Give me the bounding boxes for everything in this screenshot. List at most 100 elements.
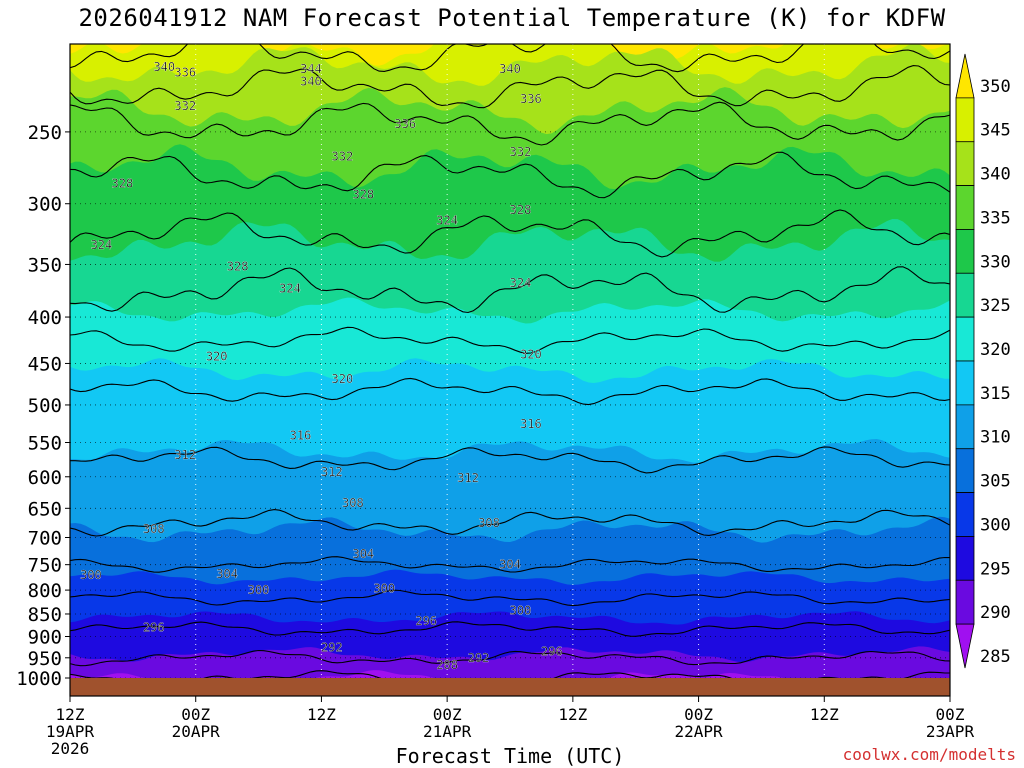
colorbar-segment xyxy=(955,53,975,99)
contour-label: 320 xyxy=(520,348,542,362)
contour-label: 332 xyxy=(332,149,354,163)
contour-label: 292 xyxy=(468,651,490,665)
y-tick-label: 1000 xyxy=(16,668,62,690)
y-tick-label: 400 xyxy=(28,307,62,329)
contour-line-300 xyxy=(70,589,950,607)
colorbar-label: 325 xyxy=(980,296,1011,316)
x-tick-label: 23APR xyxy=(926,722,975,741)
contour-label: 312 xyxy=(457,471,479,485)
chart-title: 2026041912 NAM Forecast Potential Temper… xyxy=(78,4,946,32)
colorbar-label: 345 xyxy=(980,121,1011,141)
theta-band-285 xyxy=(70,670,937,678)
colorbar-label: 290 xyxy=(980,603,1011,623)
contour-label: 328 xyxy=(227,260,249,274)
contour-line-324 xyxy=(70,266,950,314)
colorbar-label: 315 xyxy=(980,384,1011,404)
colorbar-segment xyxy=(955,272,975,318)
y-tick-label: 900 xyxy=(28,626,62,648)
colorbar-label: 320 xyxy=(980,340,1011,360)
y-tick-label: 600 xyxy=(28,467,62,489)
contour-line-304 xyxy=(70,556,950,573)
y-tick-label: 250 xyxy=(28,122,62,144)
contour-line-308 xyxy=(70,509,950,537)
contour-label: 312 xyxy=(174,448,196,462)
x-tick-label: 00Z xyxy=(684,705,713,724)
x-tick-label: 19APR xyxy=(46,722,95,741)
pressure-axis: 2503003504004505005506006507007508008509… xyxy=(16,122,70,690)
contour-label: 308 xyxy=(478,516,500,530)
contour-label: 296 xyxy=(541,645,563,659)
colorbar-segment xyxy=(955,579,975,625)
x-tick-label: 00Z xyxy=(433,705,462,724)
x-tick-label: 12Z xyxy=(558,705,587,724)
contour-label: 340 xyxy=(300,75,322,89)
contour-line-320 xyxy=(70,326,950,354)
contour-line-296 xyxy=(70,621,950,637)
colorbar-label: 305 xyxy=(980,472,1011,492)
y-tick-label: 650 xyxy=(28,498,62,520)
colorbar-segment xyxy=(955,97,975,143)
y-tick-label: 300 xyxy=(28,194,62,216)
y-tick-label: 500 xyxy=(28,395,62,417)
y-tick-label: 950 xyxy=(28,648,62,670)
contour-label: 324 xyxy=(91,238,113,252)
y-tick-label: 350 xyxy=(28,254,62,276)
colorbar-segment xyxy=(955,185,975,230)
x-tick-label: 12Z xyxy=(56,705,85,724)
plot-frame xyxy=(69,43,951,697)
colorbar-segment xyxy=(955,536,975,581)
contour-line-292 xyxy=(70,649,950,667)
x-tick-label: 2026 xyxy=(51,739,90,758)
contour-label: 304 xyxy=(216,567,238,581)
contour-label: 344 xyxy=(300,62,322,76)
contour-label: 324 xyxy=(279,281,301,295)
colorbar-segment xyxy=(955,316,975,362)
x-tick-label: 00Z xyxy=(936,705,965,724)
y-tick-label: 750 xyxy=(28,555,62,577)
x-tick-label: 22APR xyxy=(674,722,723,741)
contour-label: 332 xyxy=(174,99,196,113)
contour-label: 336 xyxy=(394,117,416,131)
contour-line-336 xyxy=(70,101,950,146)
contour-label: 312 xyxy=(321,465,343,479)
x-tick-label: 12Z xyxy=(810,705,839,724)
gridlines xyxy=(70,44,950,678)
contour-label: 336 xyxy=(520,92,542,106)
colorbar-segment xyxy=(955,448,975,493)
contour-line-328 xyxy=(70,209,950,258)
colorbar-segment xyxy=(955,492,975,537)
colorbar-label: 310 xyxy=(980,428,1011,448)
x-tick-label: 00Z xyxy=(181,705,210,724)
contour-label: 320 xyxy=(206,349,228,363)
source-credit: coolwx.com/modelts xyxy=(842,745,1016,764)
colorbar-label: 285 xyxy=(980,647,1011,667)
colorbar-label: 350 xyxy=(980,77,1011,97)
contour-label: 332 xyxy=(510,145,532,159)
x-tick-label: 21APR xyxy=(423,722,472,741)
contour-label: 300 xyxy=(510,604,532,618)
colorbar-segment xyxy=(955,623,975,669)
contour-label: 336 xyxy=(174,65,196,79)
colorbar-label: 340 xyxy=(980,165,1011,185)
contour-label: 296 xyxy=(415,614,437,628)
contour-label: 288 xyxy=(436,658,458,672)
contour-label: 300 xyxy=(373,582,395,596)
ground-strip xyxy=(70,678,950,696)
contour-label: 340 xyxy=(499,62,521,76)
contour-line-340 xyxy=(70,65,950,109)
x-tick-label: 12Z xyxy=(307,705,336,724)
contour-label: 324 xyxy=(436,213,458,227)
colorbar-segment xyxy=(955,360,975,406)
contour-label: 308 xyxy=(342,496,364,510)
colorbar-label: 295 xyxy=(980,559,1011,579)
contour-line-288 xyxy=(70,670,950,678)
contour-label: 304 xyxy=(499,558,521,572)
colorbar-segment xyxy=(955,229,975,274)
colorbar-segment xyxy=(955,141,975,186)
contour-line-332 xyxy=(70,151,950,199)
contour-line-316 xyxy=(70,377,950,406)
contour-label: 324 xyxy=(510,276,532,290)
